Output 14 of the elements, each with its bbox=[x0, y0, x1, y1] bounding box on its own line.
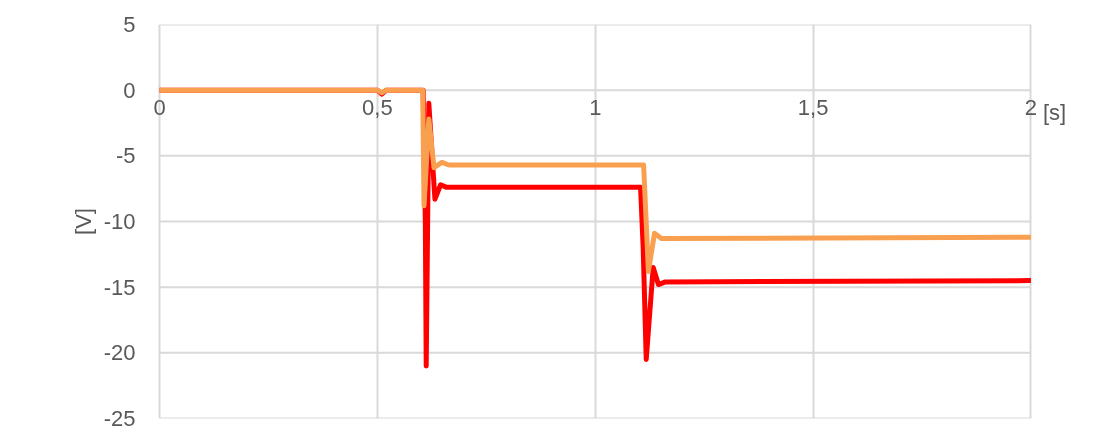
y-tick-label: -5 bbox=[115, 143, 136, 169]
x-tick-label: 2 bbox=[1024, 95, 1038, 121]
y-tick-label: 0 bbox=[123, 77, 136, 103]
y-tick-label: -15 bbox=[103, 274, 136, 300]
x-tick-label: 1 bbox=[589, 95, 602, 121]
y-tick-label: 5 bbox=[123, 12, 136, 37]
x-tick-label: 0 bbox=[153, 95, 166, 121]
y-tick-label: -25 bbox=[103, 406, 136, 431]
x-axis-title: [s] bbox=[1042, 100, 1067, 126]
y-tick-label: -10 bbox=[103, 209, 136, 234]
y-tick-label: -20 bbox=[103, 340, 136, 366]
x-tick-label: 0,5 bbox=[362, 95, 393, 121]
y-axis-title: [V] bbox=[70, 208, 96, 235]
x-tick-label: 1,5 bbox=[797, 95, 829, 121]
